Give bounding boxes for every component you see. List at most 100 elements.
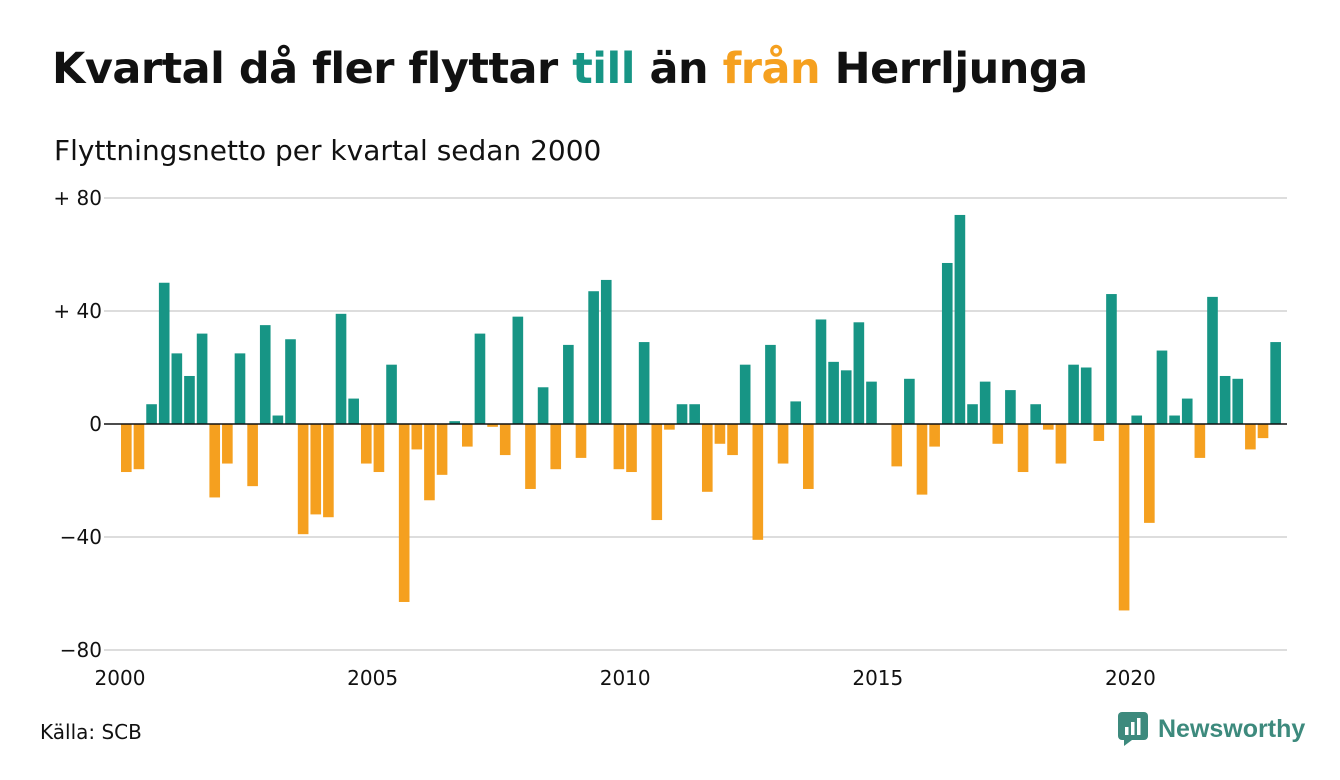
bar	[348, 398, 359, 424]
y-tick-label: + 40	[53, 299, 102, 323]
bar	[727, 424, 738, 456]
title-part-1: Kvartal då fler flyttar	[52, 44, 573, 94]
bar	[1194, 424, 1206, 458]
bar	[1080, 367, 1092, 424]
bar	[992, 424, 1004, 444]
bar	[1005, 390, 1016, 424]
title-negative-word: från	[722, 44, 821, 94]
bar	[600, 279, 612, 424]
bar	[1207, 296, 1218, 424]
bar	[638, 342, 650, 424]
bar	[133, 424, 145, 470]
bar	[272, 415, 284, 424]
bar	[360, 424, 372, 464]
bar	[1156, 350, 1168, 424]
bar	[828, 361, 839, 424]
chart-subtitle: Flyttningsnetto per kvartal sedan 2000	[54, 134, 602, 167]
bar	[1169, 415, 1180, 424]
bar	[297, 424, 309, 535]
bar	[1181, 398, 1193, 424]
bar	[954, 214, 966, 424]
x-tick-label: 2020	[1105, 666, 1156, 690]
source-note: Källa: SCB	[40, 720, 142, 744]
newsworthy-icon	[1118, 712, 1148, 746]
bar	[411, 424, 423, 450]
bar	[904, 378, 915, 424]
x-tick-label: 2010	[600, 666, 651, 690]
bar	[196, 333, 208, 424]
bar	[234, 353, 246, 424]
bar-chart: + 80 + 40 0 −40 −80 2000 2005 2010 2015 2020	[53, 186, 1287, 690]
bar	[815, 319, 827, 424]
bar	[752, 424, 764, 540]
bar	[449, 421, 461, 424]
title-part-2: än	[634, 44, 723, 94]
y-tick-label: −40	[60, 525, 102, 549]
chart-title: Kvartal då fler flyttar till än från Her…	[52, 44, 1088, 94]
bar	[790, 401, 802, 424]
bar	[209, 424, 221, 498]
bar	[146, 404, 157, 424]
bar	[1144, 424, 1155, 523]
bar	[714, 424, 726, 444]
bar	[436, 424, 448, 475]
x-tick-label: 2015	[852, 666, 903, 690]
bar	[247, 424, 258, 487]
brand-logo: Newsworthy	[1118, 712, 1305, 746]
bar	[916, 424, 928, 495]
bar	[1131, 415, 1143, 424]
bar	[1093, 424, 1105, 441]
bar	[222, 424, 233, 464]
bar	[840, 370, 852, 424]
bar	[1042, 424, 1054, 430]
brand-name: Newsworthy	[1158, 714, 1306, 743]
bar	[310, 424, 322, 515]
bar	[979, 381, 991, 424]
bar	[803, 424, 814, 489]
bar	[285, 339, 296, 424]
bar	[588, 291, 599, 424]
bar	[537, 387, 549, 424]
bar	[487, 424, 498, 427]
bar	[1055, 424, 1067, 464]
bar	[739, 364, 751, 424]
bar	[398, 424, 410, 602]
bar	[259, 325, 271, 424]
bar	[1245, 424, 1256, 450]
bar	[550, 424, 562, 470]
x-tick-label: 2000	[95, 666, 146, 690]
bar	[1257, 424, 1269, 439]
bar	[474, 333, 486, 424]
title-part-3: Herrljunga	[820, 44, 1089, 94]
bar	[499, 424, 511, 456]
bar	[664, 424, 675, 430]
bar	[651, 424, 663, 521]
bar	[121, 424, 132, 473]
bar	[1030, 404, 1041, 424]
bar	[1017, 424, 1029, 473]
bar	[929, 424, 940, 447]
bar	[1232, 378, 1244, 424]
bar	[171, 353, 183, 424]
bar	[676, 404, 688, 424]
bar	[1270, 342, 1281, 424]
y-tick-label: 0	[89, 412, 102, 436]
bar	[184, 375, 195, 424]
bar	[323, 424, 334, 518]
bar	[1068, 364, 1079, 424]
bar	[777, 424, 789, 464]
y-tick-label: + 80	[53, 186, 102, 210]
bar	[512, 316, 524, 424]
bar	[941, 262, 953, 424]
bar	[335, 313, 347, 424]
bar	[1118, 424, 1130, 611]
bar	[386, 364, 397, 424]
bar	[689, 404, 700, 424]
bar	[853, 322, 865, 424]
bar	[701, 424, 713, 492]
bar	[626, 424, 637, 473]
bar	[575, 424, 587, 458]
bar	[373, 424, 385, 473]
bar	[462, 424, 473, 447]
title-positive-word: till	[572, 44, 635, 94]
